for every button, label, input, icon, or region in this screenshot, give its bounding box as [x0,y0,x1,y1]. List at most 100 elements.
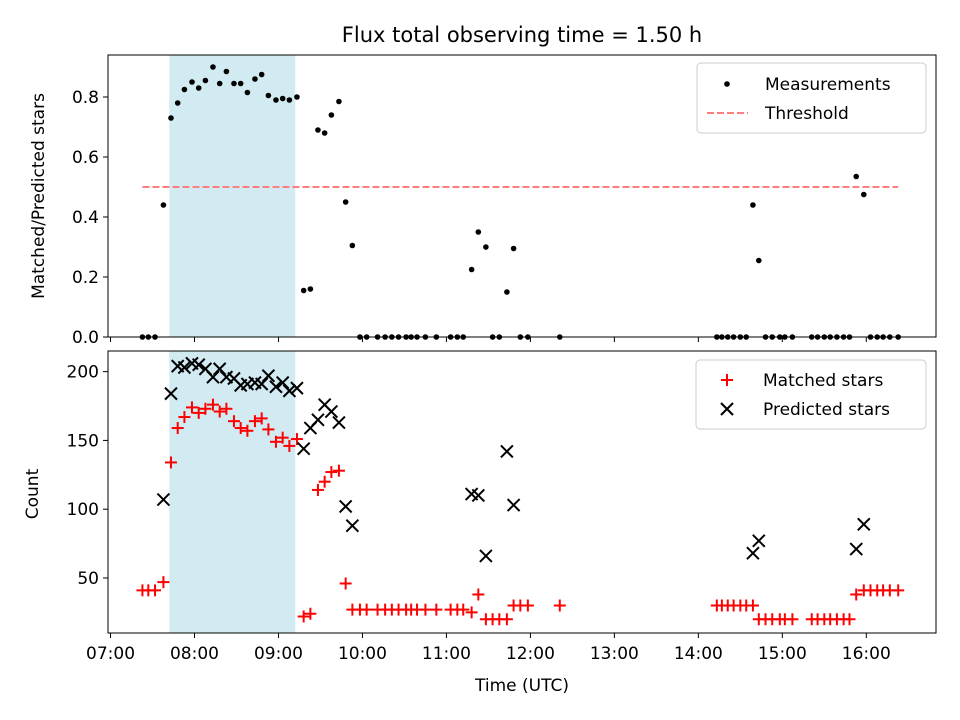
matched-stars-point [892,584,905,597]
y-tick-label: 100 [67,500,99,520]
measurement-point [483,244,489,250]
predicted-stars-point [324,404,339,419]
x-tick-label: 10:00 [338,644,387,664]
bottom-panel-series [136,356,905,626]
legend-marker-measurements [724,81,730,87]
bottom-panel-frame [107,350,937,634]
measurement-point [853,173,860,180]
measurement-point [750,202,756,208]
predicted-stars-point [269,380,283,394]
matched-stars-point [472,588,485,601]
top-panel-frame [107,54,937,338]
measurement-point [216,80,223,87]
predicted-stars-point [471,488,486,503]
matched-stars-point [178,411,191,424]
measurement-point [231,80,237,87]
matched-stars-point [234,422,247,435]
legend-marker-predicted [720,402,734,416]
matched-stars-point [553,599,566,612]
legend-label-matched: Matched stars [763,371,883,391]
predicted-stars-point [275,375,290,390]
measurement-point [336,98,342,105]
predicted-stars-point [857,517,871,532]
measurement-point [174,100,181,106]
matched-stars-point [283,439,296,452]
measurement-point [244,89,251,96]
matched-stars-point [255,412,268,425]
top-panel-ylabel: Matched/Predicted stars [29,93,49,299]
matched-stars-point [192,406,205,419]
matched-stars-point [465,606,478,619]
matched-stars-point [199,402,212,415]
matched-stars-point [360,603,373,616]
measurement-point [168,115,174,121]
matched-stars-point [149,584,162,597]
x-tick-label: 15:00 [758,644,807,664]
matched-stars-point [332,464,345,477]
matched-stars-point [248,415,261,428]
matched-stars-point [227,415,240,428]
measurement-point [237,80,244,87]
predicted-stars-point [506,498,521,512]
matched-stars-point [241,424,254,437]
predicted-stars-point [296,441,311,456]
y-tick-label: 0.6 [72,148,99,168]
measurement-point [468,266,475,273]
x-tick-label: 11:00 [422,644,471,664]
measurement-point [307,286,314,292]
measurement-point [265,92,272,99]
top-panel: 0.00.20.40.60.8 Matched/Predicted stars … [29,54,937,348]
measurement-point [252,76,258,82]
x-tick-label: 13:00 [590,644,639,664]
measurement-point [349,242,356,249]
y-tick-label: 0.0 [72,328,99,348]
matched-stars-point [157,576,170,589]
matched-stars-point [304,607,317,620]
matched-stars-point [419,603,432,616]
matched-stars-point [185,401,198,414]
top-panel-legend: Measurements Threshold [696,62,927,134]
measurement-point [195,85,202,91]
predicted-stars-point [338,499,353,514]
predicted-stars-point [254,377,269,391]
matched-stars-point [213,405,226,418]
measurement-point [210,64,216,70]
matched-stars-point [325,466,338,479]
matched-stars-point [786,613,799,626]
measurement-point [300,287,307,294]
measurement-point [273,97,279,103]
x-tick-label: 07:00 [86,644,135,664]
matched-stars-point [521,599,534,612]
measurement-point [860,191,867,198]
measurement-point [286,97,293,103]
measurement-point [279,95,286,102]
measurement-point [160,202,167,208]
matched-stars-point [220,402,233,415]
predicted-stars-point [290,381,304,395]
legend-label-threshold: Threshold [764,104,849,124]
matched-stars-point [843,613,856,626]
matched-stars-point [164,456,177,469]
matched-stars-point [290,433,303,446]
predicted-stars-point [206,370,220,384]
matched-stars-point [339,577,352,590]
measurement-point [258,71,265,78]
top-panel-x-ticks [110,337,867,342]
x-axis-label: Time (UTC) [474,676,569,696]
y-tick-label: 150 [67,431,99,451]
legend-label-measurements: Measurements [765,75,891,95]
predicted-stars-point [282,384,297,398]
predicted-stars-point [164,386,178,401]
x-tick-label: 16:00 [842,644,891,664]
matched-stars-point [269,435,282,448]
matched-stars-point [318,475,331,488]
legend-marker-matched [721,374,733,386]
bottom-panel-legend: Matched stars Predicted stars [695,359,927,430]
predicted-stars-point [746,546,760,560]
predicted-stars-point [752,534,766,548]
x-tick-label: 09:00 [254,644,303,664]
predicted-stars-point [212,362,227,376]
x-tick-label: 14:00 [674,644,723,664]
y-tick-label: 200 [67,363,99,383]
